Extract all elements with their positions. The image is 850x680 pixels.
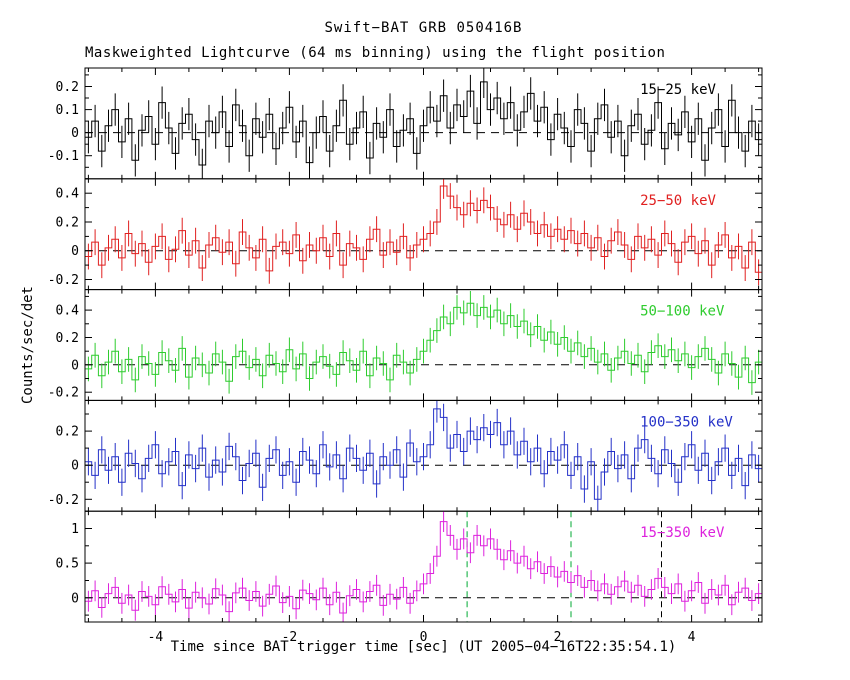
svg-text:2: 2 (554, 630, 562, 645)
svg-text:0.2: 0.2 (56, 80, 79, 95)
svg-text:-0.2: -0.2 (48, 386, 79, 401)
x-axis-label: Time since BAT trigger time [sec] (UT 20… (170, 639, 677, 655)
svg-text:0: 0 (71, 591, 79, 606)
svg-text:15−350 keV: 15−350 keV (640, 525, 725, 541)
svg-text:50−100 keV: 50−100 keV (640, 304, 725, 320)
svg-text:-0.2: -0.2 (48, 273, 79, 288)
svg-text:100−350 keV: 100−350 keV (640, 414, 733, 430)
svg-text:0: 0 (71, 358, 79, 373)
svg-text:1: 1 (71, 522, 79, 537)
svg-text:0.2: 0.2 (56, 425, 79, 440)
svg-text:25−50 keV: 25−50 keV (640, 193, 716, 209)
svg-text:-0.2: -0.2 (48, 493, 79, 508)
svg-text:0: 0 (71, 126, 79, 141)
svg-text:-4: -4 (148, 630, 164, 645)
svg-text:0.1: 0.1 (56, 103, 79, 118)
svg-text:4: 4 (688, 630, 696, 645)
svg-text:0.2: 0.2 (56, 216, 79, 231)
svg-text:0: 0 (71, 244, 79, 259)
svg-text:0: 0 (71, 459, 79, 474)
svg-text:0: 0 (420, 630, 428, 645)
svg-text:0.4: 0.4 (56, 187, 80, 202)
svg-text:-2: -2 (282, 630, 298, 645)
svg-text:0.4: 0.4 (56, 304, 80, 319)
svg-text:15−25 keV: 15−25 keV (640, 82, 716, 98)
svg-text:0.5: 0.5 (56, 557, 79, 572)
svg-text:-0.1: -0.1 (48, 149, 79, 164)
figure-subtitle: Maskweighted Lightcurve (64 ms binning) … (85, 45, 666, 61)
svg-text:0.2: 0.2 (56, 331, 79, 346)
figure-title: Swift−BAT GRB 050416B (324, 20, 523, 36)
